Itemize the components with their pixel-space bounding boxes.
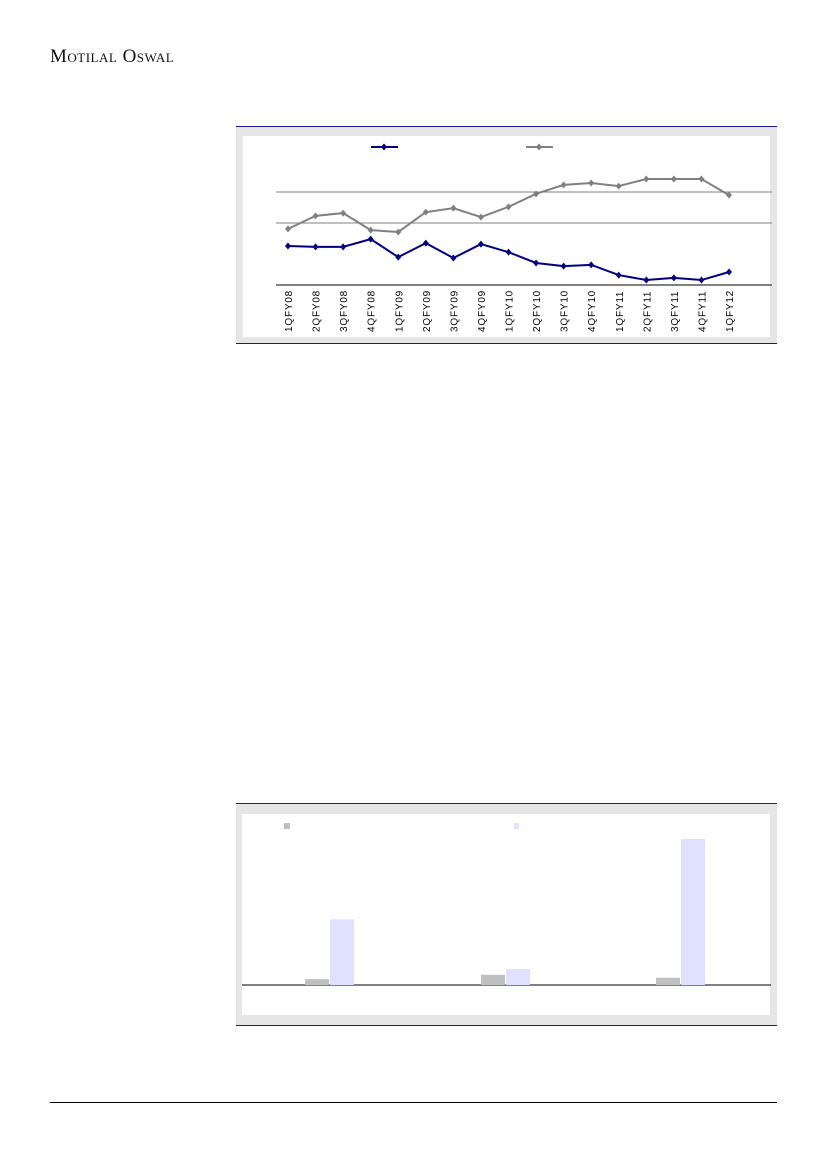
data-point — [670, 274, 677, 282]
x-tick-label: 2QFY08 — [312, 290, 323, 332]
x-tick-label: 3QFY10 — [560, 290, 571, 332]
data-point — [615, 271, 622, 279]
data-point — [588, 179, 595, 187]
x-tick-label: 2QFY10 — [532, 290, 543, 332]
data-point — [340, 243, 347, 251]
x-tick-label: 1QFY08 — [284, 290, 295, 332]
legend-swatch — [284, 823, 290, 829]
data-point — [698, 276, 705, 284]
data-point — [285, 225, 291, 233]
x-tick-label: 4QFY09 — [477, 290, 488, 332]
line-chart-frame: 1QFY08 2QFY08 3QFY08 4QFY08 1QFY09 2QFY09 3QFY… — [236, 126, 777, 344]
bar — [305, 979, 329, 985]
x-tick-label: 1QFY10 — [505, 290, 516, 332]
data-point — [505, 203, 512, 211]
data-point — [367, 226, 374, 234]
company-logo: Motilal Oswal — [50, 46, 175, 67]
x-tick-label: 2QFY09 — [422, 290, 433, 332]
bar — [681, 839, 705, 985]
series-line — [287, 238, 730, 282]
data-point — [588, 261, 595, 269]
data-point — [312, 212, 319, 220]
bar — [656, 977, 680, 985]
data-point — [395, 228, 402, 236]
data-point — [477, 240, 484, 248]
data-point — [422, 239, 429, 247]
bar — [506, 968, 530, 985]
x-tick-label: 3QFY09 — [449, 290, 460, 332]
legend-marker — [536, 143, 542, 151]
legend-swatch — [514, 823, 519, 829]
bar-chart — [242, 823, 771, 986]
data-point — [698, 175, 705, 183]
x-tick-label: 3QFY11 — [670, 291, 681, 332]
data-point — [367, 235, 374, 243]
line-chart: 1QFY08 2QFY08 3QFY08 4QFY08 1QFY09 2QFY09 3QFY… — [276, 143, 772, 332]
data-point — [533, 259, 540, 267]
data-point — [643, 175, 650, 183]
x-tick-label: 1QFY09 — [394, 290, 405, 332]
data-point — [670, 175, 677, 183]
data-point — [615, 182, 622, 190]
x-tick-label: 4QFY08 — [367, 290, 378, 332]
data-point — [340, 209, 347, 217]
data-point — [285, 242, 291, 250]
data-point — [643, 276, 650, 284]
x-tick-label: 3QFY08 — [339, 290, 350, 332]
data-point — [533, 190, 540, 198]
x-tick-label: 2QFY11 — [642, 291, 653, 332]
legend-marker — [381, 143, 387, 151]
data-point — [726, 268, 732, 276]
footer-rule — [50, 1102, 777, 1103]
data-point — [505, 248, 512, 256]
x-tick-label: 4QFY10 — [587, 290, 598, 332]
data-point — [726, 191, 732, 199]
bar — [330, 919, 354, 985]
data-point — [422, 208, 429, 216]
x-tick-label: 1QFY12 — [725, 290, 736, 332]
bar — [481, 974, 505, 985]
data-point — [477, 213, 484, 221]
x-tick-label: 4QFY11 — [697, 291, 708, 332]
data-point — [395, 253, 402, 261]
data-point — [560, 262, 567, 270]
data-point — [560, 181, 567, 189]
data-point — [450, 254, 457, 262]
bar-chart-frame — [236, 803, 777, 1026]
data-point — [312, 243, 319, 251]
data-point — [450, 204, 457, 212]
x-tick-label: 1QFY11 — [615, 291, 626, 332]
